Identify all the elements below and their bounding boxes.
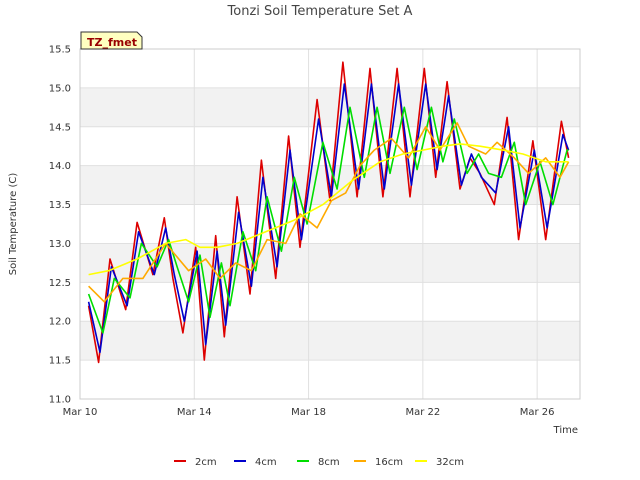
legend-item-32cm: 32cm: [415, 457, 464, 468]
legend-item-2cm: 2cm: [174, 457, 217, 468]
plot-frame: [79, 48, 581, 400]
series-line-4cm: [87, 83, 570, 354]
y-tick-label: 13.0: [49, 239, 71, 250]
legend-label: 16cm: [375, 457, 403, 468]
x-tick-label: Mar 14: [177, 407, 212, 418]
y-tick-label: 11.5: [49, 356, 71, 367]
y-tick-label: 15.0: [49, 83, 71, 94]
series-line-8cm: [87, 106, 569, 334]
y-axis: 11.0 11.5 12.0 12.5 13.0 13.5 14.0 14.5 15.0 15.5: [49, 45, 71, 406]
legend-label: 4cm: [255, 457, 277, 468]
series-line-16cm: [88, 122, 570, 303]
grid-band: [80, 321, 580, 361]
legend-item-8cm: 8cm: [297, 457, 340, 468]
legend-label: 2cm: [195, 457, 217, 468]
chart-title: Tonzi Soil Temperature Set A: [227, 4, 413, 19]
y-tick-label: 11.0: [49, 395, 71, 406]
grid-band: [80, 87, 580, 127]
x-tick-label: Mar 26: [520, 407, 555, 418]
y-axis-title: Soil Temperature (C): [8, 173, 19, 276]
legend-item-16cm: 16cm: [354, 457, 403, 468]
y-tick-label: 14.0: [49, 161, 71, 172]
legend-label: 32cm: [436, 457, 464, 468]
station-badge: TZ_fmet: [80, 31, 143, 50]
x-tick-label: Mar 10: [63, 407, 98, 418]
x-tick-label: Mar 22: [405, 407, 440, 418]
station-badge-box: [80, 31, 143, 50]
y-tick-label: 12.5: [49, 278, 71, 289]
y-tick-label: 15.5: [49, 45, 71, 56]
x-axis: Mar 10 Mar 14 Mar 18 Mar 22 Mar 26: [63, 407, 555, 418]
station-badge-label: TZ_fmet: [87, 36, 137, 49]
legend: 2cm 4cm 8cm 16cm 32cm: [174, 457, 464, 468]
y-tick-label: 12.0: [49, 317, 71, 328]
x-tick-label: Mar 18: [291, 407, 326, 418]
y-tick-label: 14.5: [49, 122, 71, 133]
series-line-32cm: [88, 143, 569, 276]
y-tick-label: 13.5: [49, 200, 71, 211]
x-axis-title: Time: [553, 425, 578, 436]
series-lines: [87, 61, 570, 364]
legend-label: 8cm: [318, 457, 340, 468]
legend-item-4cm: 4cm: [234, 457, 277, 468]
grid-band: [80, 243, 580, 283]
